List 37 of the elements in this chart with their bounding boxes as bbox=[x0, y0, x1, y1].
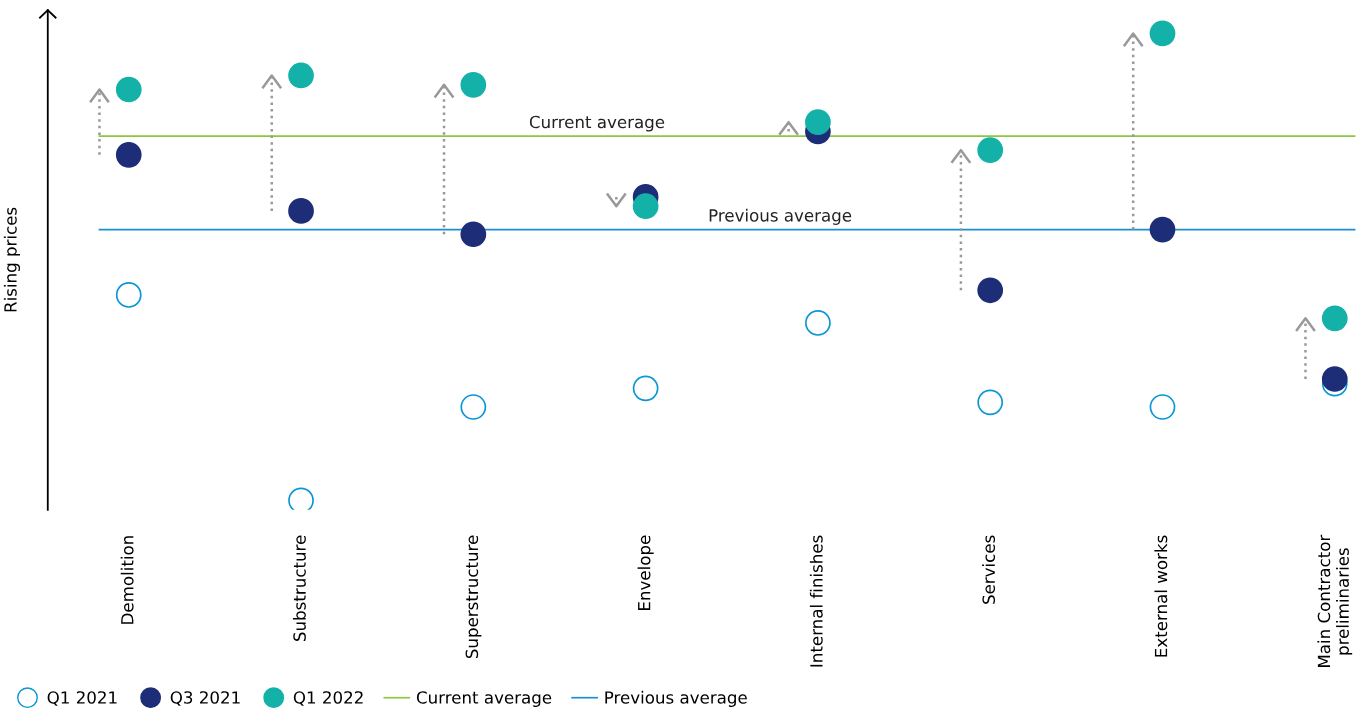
point bbox=[288, 198, 314, 224]
point bbox=[288, 62, 314, 89]
point bbox=[115, 282, 142, 308]
text: Previous average bbox=[605, 690, 747, 707]
y-axis-title: Rising prices bbox=[3, 207, 20, 312]
point bbox=[460, 394, 487, 420]
point bbox=[115, 141, 142, 168]
point bbox=[977, 137, 1004, 164]
ref-line-label: Current average bbox=[529, 115, 665, 132]
point bbox=[1149, 20, 1176, 47]
x-tick-label: Substructure bbox=[292, 535, 306, 641]
ref-line-label: Previous average bbox=[709, 208, 852, 225]
point bbox=[1149, 394, 1176, 420]
point bbox=[1321, 305, 1348, 332]
point bbox=[977, 277, 1004, 304]
legend-label: Q1 2022 bbox=[293, 691, 363, 706]
point bbox=[805, 109, 831, 136]
point bbox=[460, 71, 487, 98]
x-tick-label: Envelope bbox=[637, 535, 654, 610]
text: Current average bbox=[416, 691, 552, 707]
point bbox=[1149, 216, 1176, 243]
x-tick-label: Services bbox=[982, 535, 996, 604]
point bbox=[805, 310, 831, 336]
x-tick-label: Superstructure bbox=[465, 535, 482, 659]
point bbox=[460, 221, 487, 248]
point bbox=[632, 193, 659, 220]
point bbox=[1321, 366, 1348, 392]
legend-label: Q1 2021 bbox=[47, 691, 117, 706]
point bbox=[115, 76, 142, 103]
x-tick-label: Demolition bbox=[120, 536, 134, 624]
legend-label: Q3 2021 bbox=[170, 691, 240, 706]
x-tick-label: External works bbox=[1154, 535, 1168, 657]
point bbox=[977, 389, 1004, 416]
point bbox=[288, 487, 314, 510]
x-tick-label: Internal finishes bbox=[809, 535, 823, 667]
x-tick-label: Main Contractor preliminaries bbox=[1317, 534, 1353, 667]
point bbox=[632, 375, 659, 402]
